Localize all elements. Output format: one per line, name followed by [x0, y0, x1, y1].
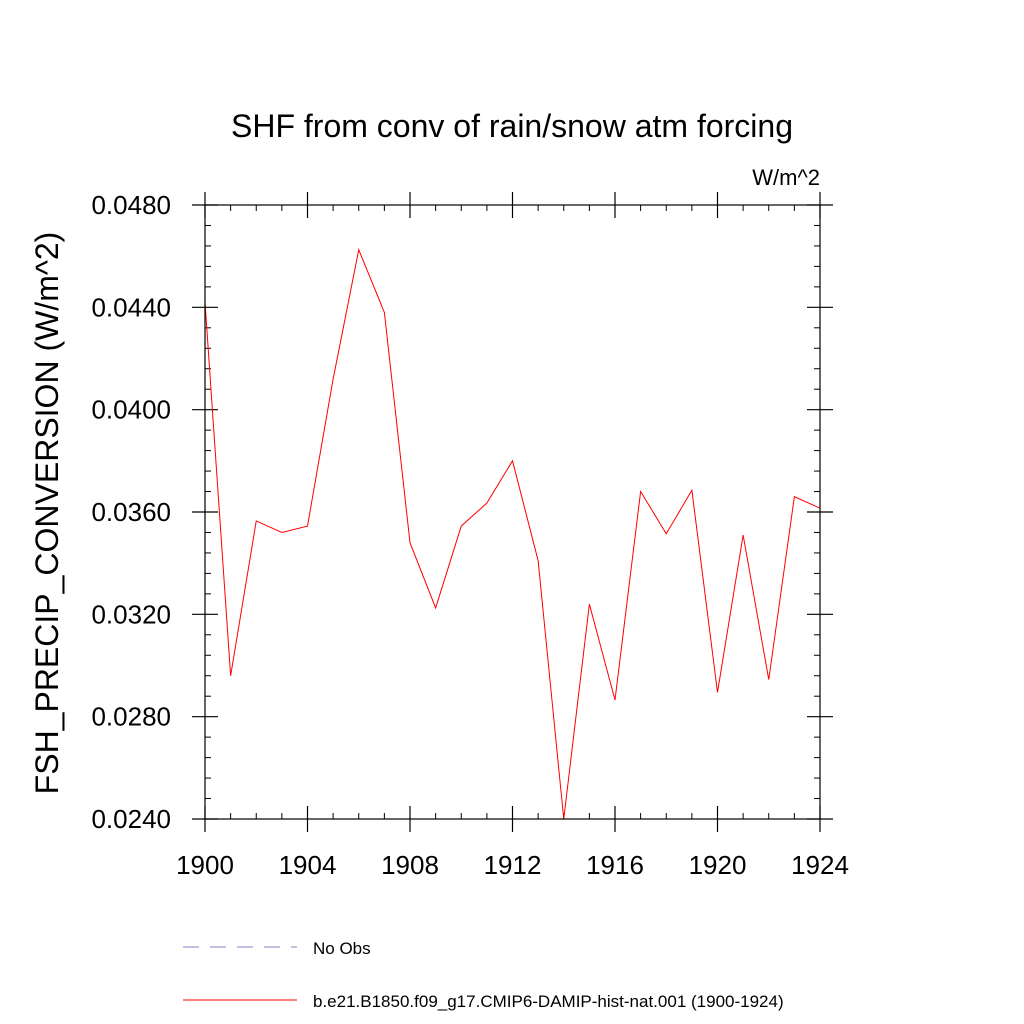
x-tick-label: 1920 — [689, 850, 747, 880]
y-axis-label: FSH_PRECIP_CONVERSION (W/m^2) — [29, 232, 65, 795]
series-layer — [204, 248, 821, 820]
x-tick-label: 1912 — [484, 850, 542, 880]
y-tick-label: 0.0360 — [91, 497, 171, 527]
y-tick-label: 0.0240 — [91, 804, 171, 834]
axis-tick-labels: 1900 1904 1908 1912 1916 1920 1924 0.0240 0.0280… — [91, 190, 848, 880]
plot-frame — [204, 204, 821, 820]
x-tick-label: 1904 — [279, 850, 337, 880]
y-tick-label: 0.0320 — [91, 599, 171, 629]
y-tick-label: 0.0400 — [91, 395, 171, 425]
legend: No Obs b.e21.B1850.f09_g17.CMIP6-DAMIP-hi… — [183, 939, 784, 1011]
units-label: W/m^2 — [752, 165, 820, 190]
legend-label: No Obs — [313, 939, 371, 958]
axis-ticks — [192, 192, 833, 832]
y-tick-label: 0.0440 — [91, 292, 171, 322]
x-tick-label: 1900 — [176, 850, 234, 880]
x-tick-label: 1916 — [586, 850, 644, 880]
y-tick-label: 0.0480 — [91, 190, 171, 220]
y-tick-label: 0.0280 — [91, 702, 171, 732]
x-tick-label: 1924 — [791, 850, 849, 880]
x-tick-label: 1908 — [381, 850, 439, 880]
series-line — [204, 248, 821, 820]
legend-label: b.e21.B1850.f09_g17.CMIP6-DAMIP-hist-nat… — [313, 992, 784, 1011]
chart-title: SHF from conv of rain/snow atm forcing — [231, 108, 793, 144]
